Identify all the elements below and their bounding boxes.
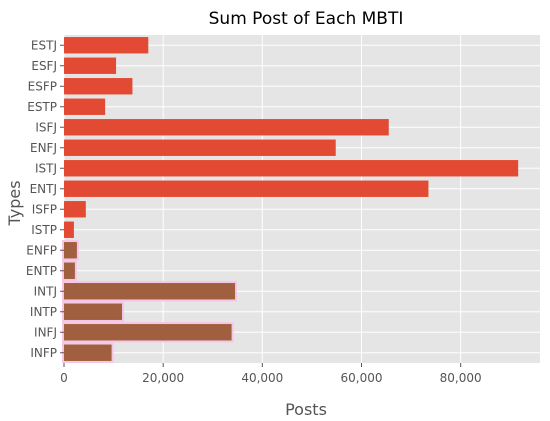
y-tick-label: ESFJ [31, 59, 57, 73]
y-tick-label: ESTJ [31, 38, 57, 52]
bar-isfp [64, 201, 86, 218]
x-tick-label: 60,000 [341, 371, 383, 385]
y-tick-label: ENTJ [30, 182, 57, 196]
y-tick-label: ENFP [26, 243, 57, 257]
chart-title: Sum Post of Each MBTI [209, 9, 404, 29]
bar-istp [64, 221, 74, 238]
y-tick-label: ENFJ [30, 141, 57, 155]
x-axis-label: Posts [285, 400, 327, 419]
bar-intp [64, 303, 123, 320]
bar-istj [64, 160, 519, 177]
plot-area [64, 35, 540, 363]
y-tick-label: ISFJ [35, 120, 57, 134]
y-tick-label: INFJ [34, 325, 57, 339]
x-tick-label: 20,000 [142, 371, 184, 385]
x-tick-label: 0 [60, 371, 68, 385]
y-tick-label: INTJ [34, 284, 57, 298]
bar-infj [64, 324, 232, 341]
bars [62, 37, 519, 363]
y-axis-ticks: ESTJ ESFJ ESFP ESTP ISFJ ENFJ ISTJ ENTJ ISFP ISTP… [26, 38, 64, 360]
bar-entp [64, 262, 75, 279]
bar-enfj [64, 139, 336, 156]
bar-estj [64, 37, 149, 54]
bar-esfj [64, 57, 117, 74]
y-tick-label: ESFP [28, 79, 57, 93]
bar-estp [64, 98, 106, 115]
y-tick-label: INFP [30, 346, 57, 360]
bar-entj [64, 180, 429, 197]
y-tick-label: ENTP [26, 264, 57, 278]
bar-infp [64, 344, 112, 361]
bar-enfp [64, 242, 77, 259]
x-axis-ticks: 0 20,000 40,000 60,000 80,000 [60, 363, 482, 385]
y-tick-label: ISTJ [35, 161, 57, 175]
bar-isfj [64, 119, 389, 136]
y-tick-label: ISFP [32, 202, 57, 216]
bar-intj [64, 283, 236, 300]
y-axis-label: Types [5, 180, 24, 226]
x-tick-label: 40,000 [241, 371, 283, 385]
y-tick-label: ISTP [31, 223, 57, 237]
bar-esfp [64, 78, 133, 95]
y-tick-label: INTP [30, 305, 57, 319]
x-tick-label: 80,000 [440, 371, 482, 385]
y-tick-label: ESTP [27, 100, 57, 114]
